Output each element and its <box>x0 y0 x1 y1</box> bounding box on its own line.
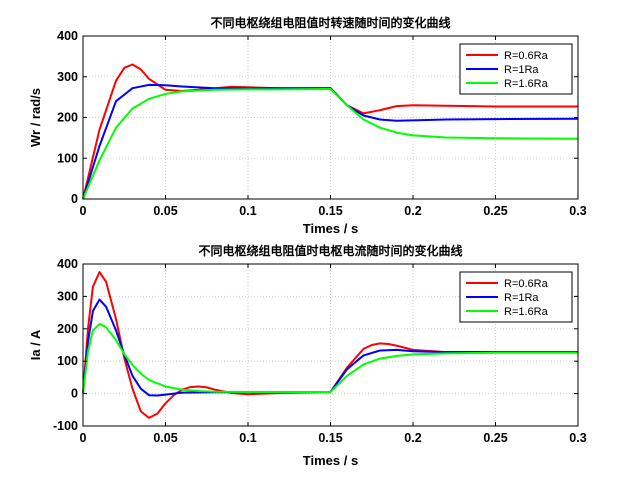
y-tick-label: 100 <box>57 354 78 368</box>
legend-label: R=0.6Ra <box>504 50 549 62</box>
x-axis-label: Times / s <box>303 453 358 468</box>
x-tick-label: 0.25 <box>483 204 507 218</box>
x-tick-label: 0.3 <box>569 204 586 218</box>
y-tick-label: 0 <box>71 387 78 401</box>
y-axis-label: Ia / A <box>28 329 43 360</box>
x-tick-label: 0.05 <box>153 431 177 445</box>
x-axis-label: Times / s <box>303 221 358 236</box>
legend-label: R=1Ra <box>504 64 539 76</box>
series-line-1 <box>82 271 578 419</box>
x-tick-label: 0.1 <box>239 204 256 218</box>
x-tick-label: 0.15 <box>318 431 342 445</box>
y-tick-label: 400 <box>57 29 78 43</box>
series-line-2 <box>82 298 578 397</box>
series-line-3 <box>82 88 579 200</box>
legend: R=0.6Ra R=1Ra R=1.6Ra <box>459 43 573 95</box>
x-tick-label: 0.15 <box>318 204 342 218</box>
chart-title: 不同电枢绕组电阻值时转速随时间的变化曲线 <box>210 15 450 30</box>
y-tick-label: -100 <box>53 419 78 433</box>
y-tick-label: 400 <box>57 257 78 271</box>
y-tick-label: 0 <box>71 192 78 206</box>
x-tick-label: 0.1 <box>239 431 256 445</box>
chart-title: 不同电枢绕组电阻值时电枢电流随时间的变化曲线 <box>198 243 462 258</box>
x-tick-label: 0.3 <box>569 431 586 445</box>
x-tick-label: 0.25 <box>483 431 507 445</box>
y-tick-label: 200 <box>57 322 78 336</box>
chart-1: 0 0.05 0.1 0.15 0.2 0.25 0.3 0 100 200 300 400 不同电枢绕… <box>28 15 587 236</box>
x-tick-label: 0 <box>80 431 87 445</box>
x-tick-label: 0.2 <box>404 204 421 218</box>
y-tick-label: 300 <box>57 70 78 84</box>
series-line-2 <box>82 83 579 200</box>
x-tick-label: 0 <box>80 204 87 218</box>
y-tick-label: 100 <box>57 151 78 165</box>
legend-label: R=0.6Ra <box>504 278 549 290</box>
y-tick-label: 300 <box>57 289 78 303</box>
y-tick-label: 200 <box>57 111 78 125</box>
x-tick-label: 0.05 <box>153 204 177 218</box>
series-line-1 <box>82 63 578 200</box>
y-axis-label: Wr / rad/s <box>28 88 43 147</box>
x-tick-label: 0.2 <box>404 431 421 445</box>
legend: R=0.6Ra R=1Ra R=1.6Ra <box>459 271 573 323</box>
legend-label: R=1.6Ra <box>504 78 549 90</box>
series-line-3 <box>82 322 578 394</box>
chart-2: 0 0.05 0.1 0.15 0.2 0.25 0.3-1000100200300400不… <box>28 243 587 468</box>
legend-label: R=1Ra <box>504 292 539 304</box>
legend-label: R=1.6Ra <box>504 306 549 318</box>
